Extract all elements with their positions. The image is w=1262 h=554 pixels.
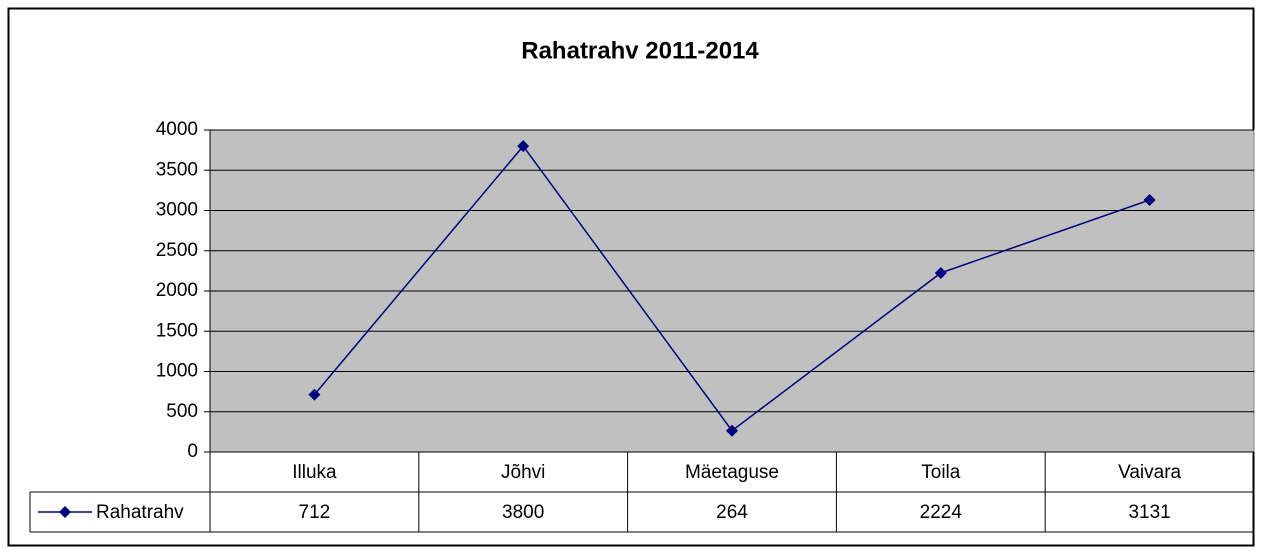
x-tick-label: Vaivara [1118, 462, 1181, 483]
y-tick-label: 1000 [156, 361, 198, 382]
legend-label: Rahatrahv [96, 502, 184, 523]
y-tick-label: 2000 [156, 280, 198, 301]
table-value: 3131 [1128, 502, 1170, 523]
x-tick-label: Mäetaguse [685, 462, 779, 483]
x-tick-label: Illuka [292, 462, 337, 483]
table-value: 264 [716, 502, 748, 523]
legend-marker [59, 506, 71, 518]
y-tick-label: 3000 [156, 200, 198, 221]
marker [1143, 193, 1156, 206]
marker [726, 424, 738, 437]
y-tick-label: 500 [166, 401, 198, 422]
marker [308, 388, 321, 401]
table-value: 2224 [920, 502, 963, 523]
marker [934, 266, 947, 279]
y-tick-label: 4000 [156, 119, 198, 140]
y-tick-label: 1500 [156, 320, 198, 341]
y-tick-label: 3500 [156, 159, 198, 180]
x-tick-label: Toila [921, 462, 961, 483]
table-value: 712 [299, 502, 331, 523]
y-tick-label: 2500 [156, 240, 198, 261]
marker [517, 140, 530, 153]
chart-title: Rahatrahv 2011-2014 [521, 37, 759, 64]
x-tick-label: Jõhvi [501, 462, 545, 483]
table-value: 3800 [502, 502, 544, 523]
y-tick-label: 0 [187, 441, 198, 462]
